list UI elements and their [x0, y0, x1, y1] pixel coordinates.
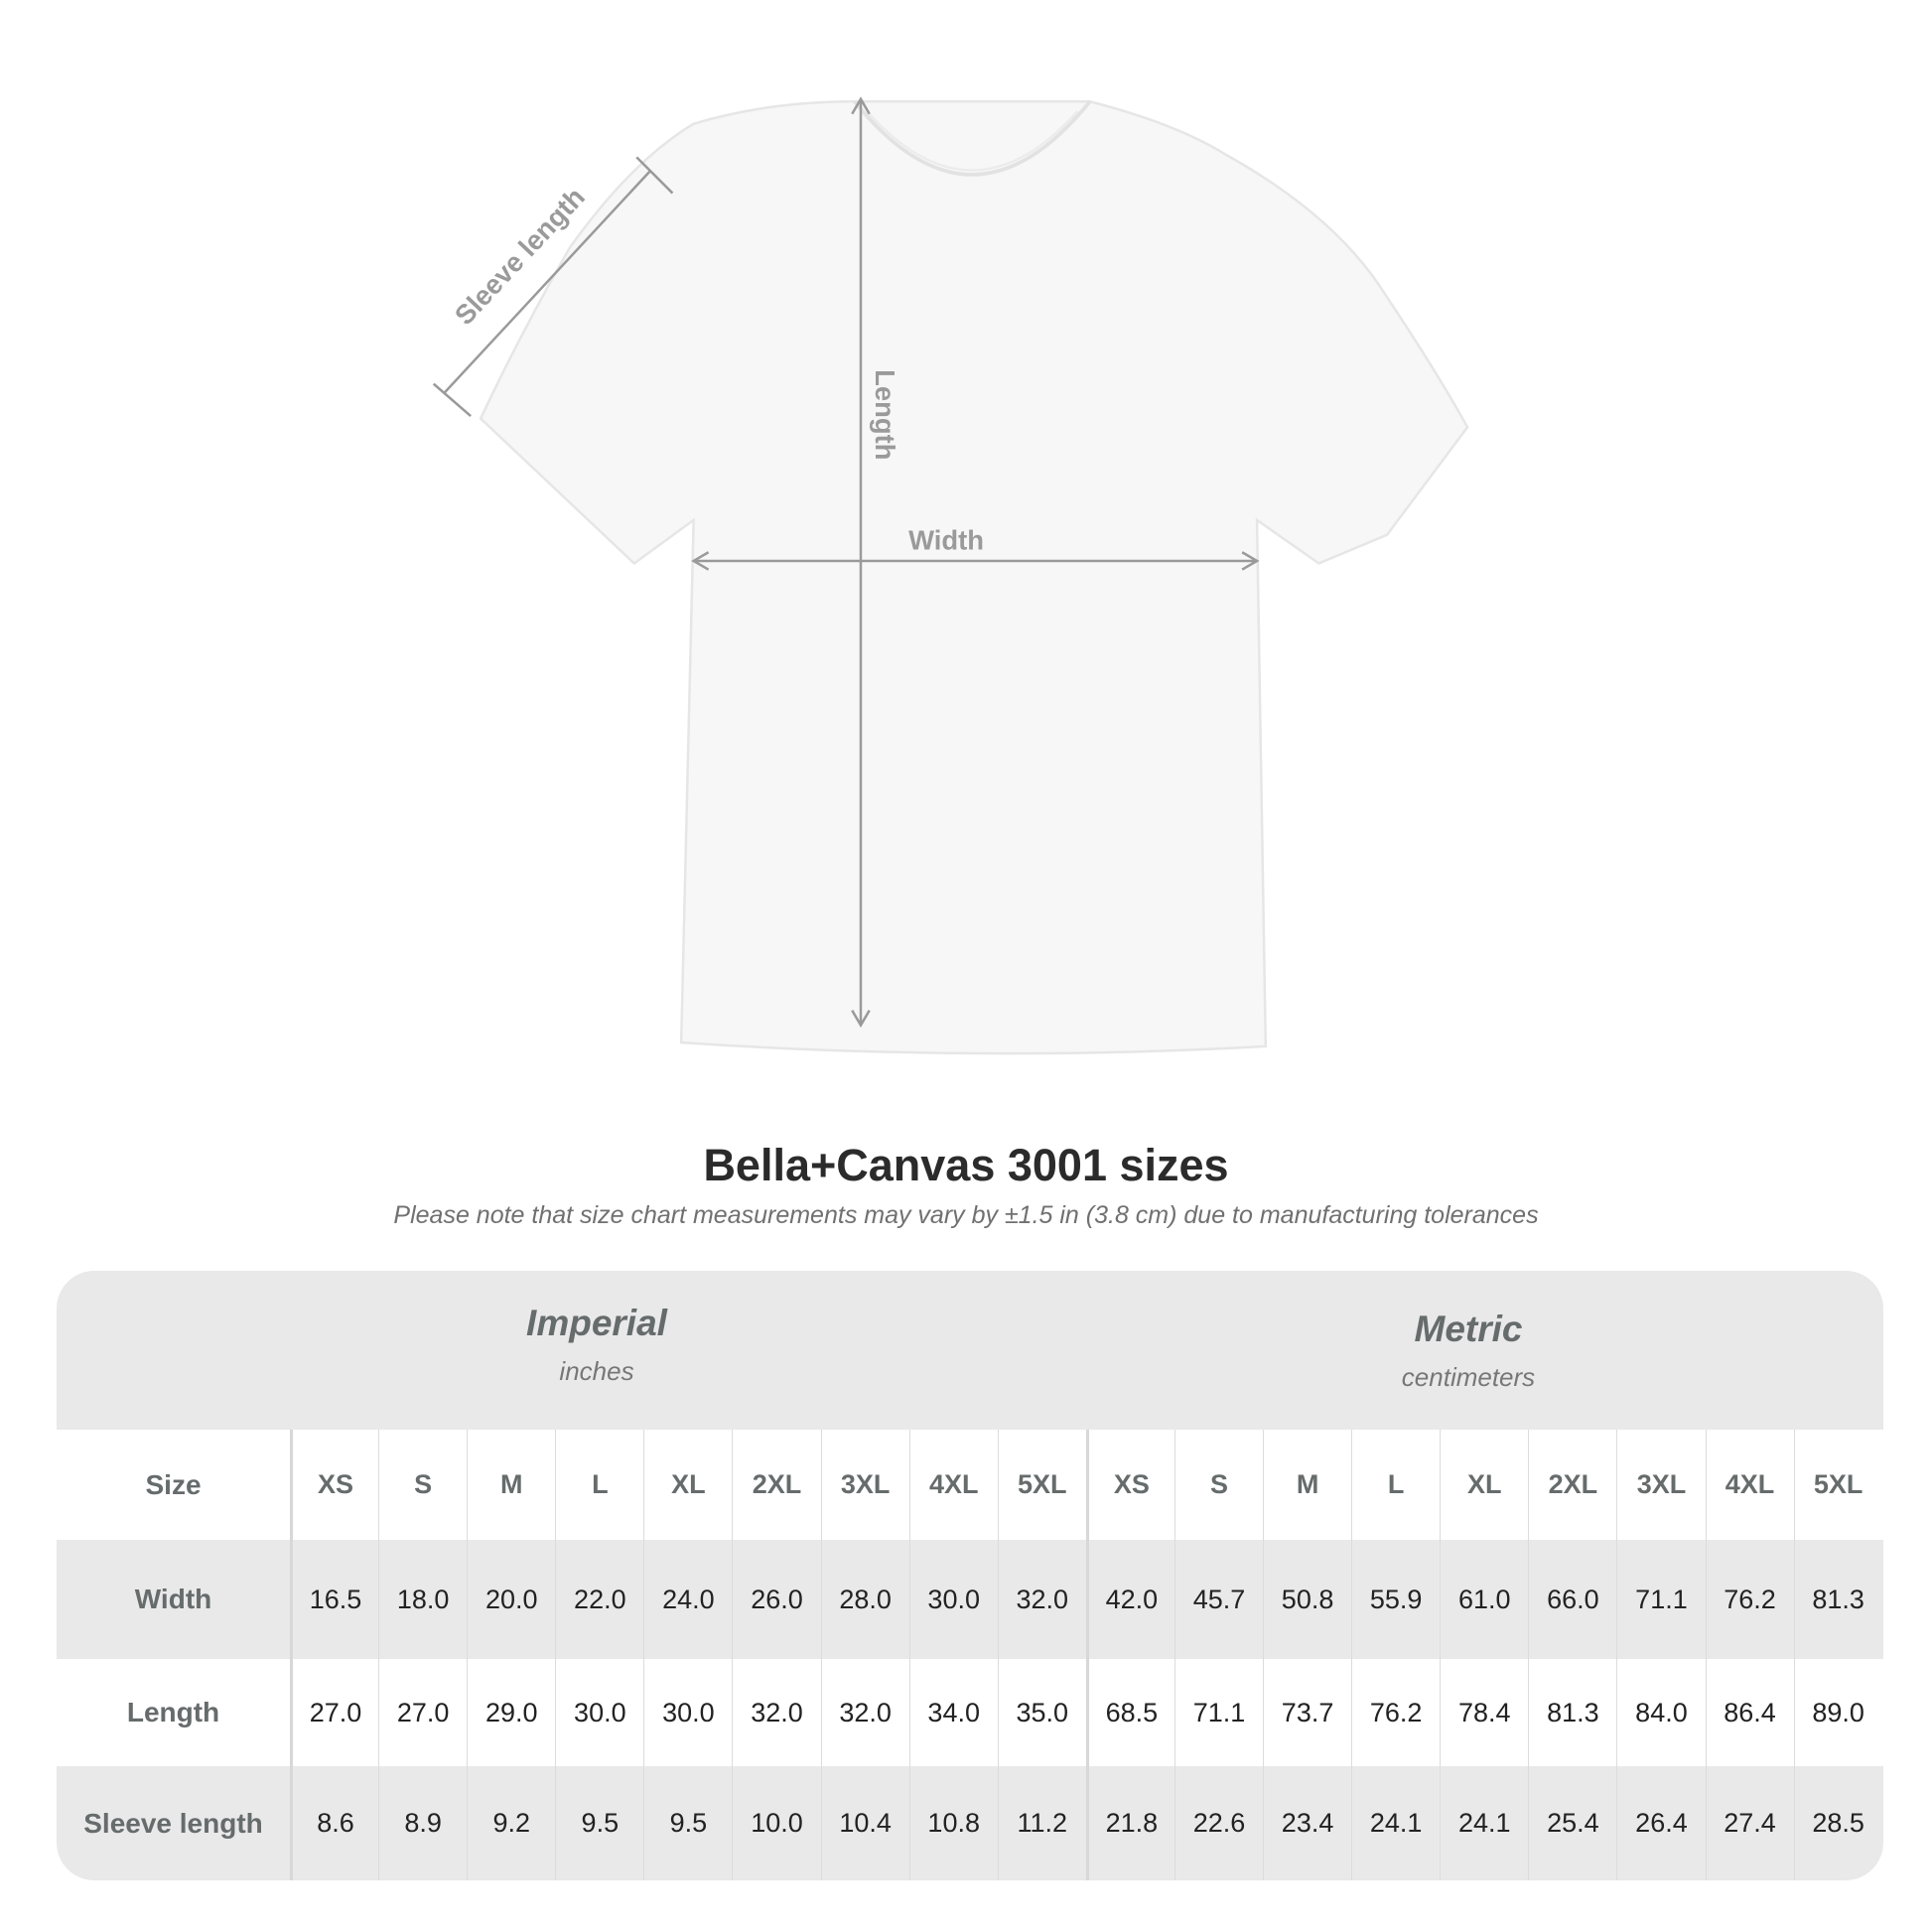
metric-value-cell: 23.4 [1263, 1766, 1351, 1880]
imperial-value-cell: 9.5 [643, 1766, 732, 1880]
size-header-row: Size XS S M L XL 2XL 3XL 4XL 5XL XS S M L XL 2XL 3XL 4XL 5… [57, 1430, 1883, 1540]
metric-size-header: 4XL [1705, 1430, 1794, 1540]
imperial-unit: inches [559, 1356, 634, 1386]
metric-value-cell: 50.8 [1263, 1540, 1351, 1659]
metric-value-cell: 66.0 [1528, 1540, 1616, 1659]
imperial-header: Imperial inches [299, 1303, 895, 1387]
metric-value-cell: 71.1 [1616, 1540, 1705, 1659]
metric-value-cell: 73.7 [1263, 1659, 1351, 1766]
row-label: Sleeve length [83, 1807, 263, 1839]
imperial-value-cell: 8.9 [378, 1766, 467, 1880]
row-label: Length [126, 1697, 220, 1727]
imperial-value-cell: 16.5 [290, 1540, 378, 1659]
metric-unit: centimeters [1401, 1362, 1536, 1392]
metric-size-header: 2XL [1528, 1430, 1616, 1540]
row-label: Width [134, 1584, 212, 1614]
imperial-value-cell: 26.0 [732, 1540, 820, 1659]
imperial-value-cell: 11.2 [997, 1766, 1086, 1880]
imperial-value-cell: 28.0 [820, 1540, 909, 1659]
metric-value-cell: 45.7 [1173, 1540, 1263, 1659]
metric-size-header: XL [1440, 1430, 1528, 1540]
metric-value-cell: 61.0 [1440, 1540, 1528, 1659]
imperial-size-header: 3XL [820, 1430, 909, 1540]
metric-value-cell: 22.6 [1173, 1766, 1263, 1880]
metric-value-cell: 81.3 [1528, 1659, 1616, 1766]
imperial-value-cell: 32.0 [820, 1659, 909, 1766]
width-label: Width [908, 525, 984, 556]
metric-value-cell: 89.0 [1793, 1659, 1882, 1766]
imperial-value-cell: 22.0 [555, 1540, 643, 1659]
imperial-value-cell: 10.0 [732, 1766, 820, 1880]
size-table: Imperial inches Metric centimeters Size X… [57, 1271, 1883, 1880]
metric-size-header: 3XL [1616, 1430, 1705, 1540]
imperial-title: Imperial [526, 1303, 667, 1343]
tshirt-image [479, 100, 1469, 1055]
imperial-size-header: 5XL [997, 1430, 1086, 1540]
imperial-value-cell: 10.4 [820, 1766, 909, 1880]
metric-value-cell: 55.9 [1351, 1540, 1440, 1659]
metric-title: Metric [1414, 1309, 1523, 1349]
metric-value-cell: 28.5 [1793, 1766, 1882, 1880]
table-row: Sleeve length 8.6 8.9 9.2 9.5 9.5 10.0 10.4 10.8… [57, 1766, 1883, 1880]
metric-value-cell: 24.1 [1440, 1766, 1528, 1880]
table-row: Length 27.0 27.0 29.0 30.0 30.0 32.0 32.0 34.0 35… [57, 1659, 1883, 1766]
metric-size-header: L [1351, 1430, 1440, 1540]
imperial-size-header: XL [643, 1430, 732, 1540]
imperial-value-cell: 30.0 [908, 1540, 998, 1659]
imperial-value-cell: 27.0 [290, 1659, 378, 1766]
metric-size-header: M [1263, 1430, 1351, 1540]
length-label: Length [870, 369, 900, 460]
imperial-value-cell: 35.0 [997, 1659, 1086, 1766]
imperial-size-header: XS [290, 1430, 378, 1540]
imperial-size-header: M [467, 1430, 555, 1540]
metric-value-cell: 26.4 [1616, 1766, 1705, 1880]
metric-value-cell: 21.8 [1085, 1766, 1174, 1880]
imperial-value-cell: 18.0 [378, 1540, 467, 1659]
imperial-value-cell: 9.2 [467, 1766, 555, 1880]
imperial-value-cell: 8.6 [290, 1766, 378, 1880]
imperial-value-cell: 10.8 [908, 1766, 998, 1880]
imperial-value-cell: 30.0 [555, 1659, 643, 1766]
chart-subtitle: Please note that size chart measurements… [393, 1201, 1539, 1229]
imperial-value-cell: 20.0 [467, 1540, 555, 1659]
imperial-size-header: L [555, 1430, 643, 1540]
metric-value-cell: 78.4 [1440, 1659, 1528, 1766]
metric-size-header: 5XL [1793, 1430, 1882, 1540]
metric-value-cell: 84.0 [1616, 1659, 1705, 1766]
metric-value-cell: 71.1 [1173, 1659, 1263, 1766]
metric-value-cell: 25.4 [1528, 1766, 1616, 1880]
metric-value-cell: 76.2 [1351, 1659, 1440, 1766]
metric-value-cell: 76.2 [1705, 1540, 1794, 1659]
sleeve-arrow [442, 170, 651, 395]
table-header: Imperial inches Metric centimeters [57, 1271, 1883, 1430]
imperial-size-header: 2XL [732, 1430, 820, 1540]
metric-value-cell: 68.5 [1085, 1659, 1174, 1766]
metric-header: Metric centimeters [1171, 1309, 1766, 1393]
chart-title: Bella+Canvas 3001 sizes [703, 1140, 1229, 1190]
imperial-value-cell: 32.0 [997, 1540, 1086, 1659]
tshirt-measurement-diagram: Sleeve length Length Width [432, 96, 1469, 1055]
imperial-value-cell: 27.0 [378, 1659, 467, 1766]
imperial-value-cell: 32.0 [732, 1659, 820, 1766]
metric-size-header: S [1173, 1430, 1263, 1540]
metric-value-cell: 27.4 [1705, 1766, 1794, 1880]
metric-value-cell: 86.4 [1705, 1659, 1794, 1766]
row-label: Size [145, 1468, 202, 1500]
metric-value-cell: 42.0 [1085, 1540, 1174, 1659]
imperial-value-cell: 9.5 [555, 1766, 643, 1880]
imperial-value-cell: 24.0 [643, 1540, 732, 1659]
imperial-value-cell: 29.0 [467, 1659, 555, 1766]
metric-value-cell: 81.3 [1793, 1540, 1882, 1659]
imperial-value-cell: 30.0 [643, 1659, 732, 1766]
metric-size-header: XS [1085, 1430, 1174, 1540]
metric-value-cell: 24.1 [1351, 1766, 1440, 1880]
imperial-size-header: 4XL [908, 1430, 998, 1540]
imperial-value-cell: 34.0 [908, 1659, 998, 1766]
table-row: Width 16.5 18.0 20.0 22.0 24.0 26.0 28.0 30.0 32.… [57, 1540, 1883, 1659]
imperial-size-header: S [378, 1430, 467, 1540]
